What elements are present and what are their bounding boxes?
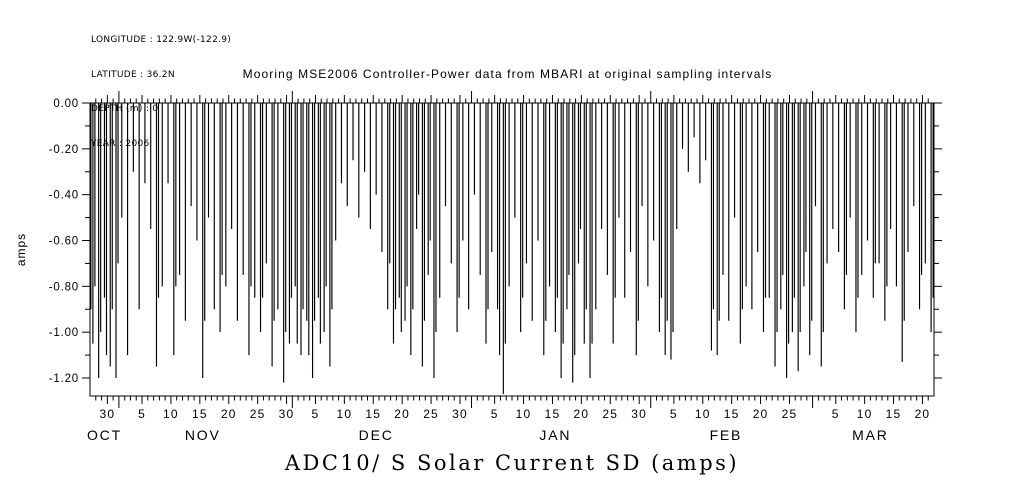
x-day-label: 15 — [545, 407, 561, 421]
y-tick-label: 0.00 — [53, 98, 79, 110]
x-day-label: 20 — [394, 407, 410, 421]
metadata-year: YEAR : 2006 — [91, 138, 150, 149]
chart-caption: ADC10/ S Solar Current SD (amps) — [284, 451, 740, 475]
y-tick-label: -1.00 — [49, 327, 79, 339]
metadata-latitude: LATITUDE : 36.2N — [91, 69, 175, 80]
x-month-label: NOV — [185, 427, 221, 443]
x-day-label: 10 — [857, 407, 873, 421]
chart-title: Mooring MSE2006 Controller-Power data fr… — [242, 67, 773, 81]
x-day-label: 15 — [724, 407, 740, 421]
x-day-label: 5 — [138, 407, 146, 421]
x-day-label: 10 — [695, 407, 711, 421]
metadata-block: LONGITUDE : 122.9W(-122.9) LATITUDE : 36… — [91, 12, 231, 173]
x-month-label: OCT — [87, 427, 122, 443]
x-day-label: 20 — [915, 407, 931, 421]
x-day-label: 25 — [250, 407, 266, 421]
x-day-label: 20 — [221, 407, 237, 421]
x-day-label: 30 — [631, 407, 647, 421]
x-day-label: 5 — [670, 407, 678, 421]
y-axis-label: amps — [14, 233, 28, 266]
x-day-label: 5 — [832, 407, 840, 421]
x-day-label: 25 — [602, 407, 618, 421]
x-day-label: 20 — [753, 407, 769, 421]
y-tick-label: -0.80 — [49, 281, 79, 293]
x-day-label: 5 — [491, 407, 499, 421]
metadata-longitude: LONGITUDE : 122.9W(-122.9) — [91, 35, 232, 45]
metadata-depth: DEPTH (m) : 0 — [91, 104, 159, 114]
y-tick-label: -0.40 — [49, 190, 79, 202]
x-month-label: FEB — [710, 427, 743, 443]
x-day-label: 20 — [573, 407, 589, 421]
x-month-label: DEC — [359, 427, 394, 443]
x-day-label: 15 — [192, 407, 208, 421]
x-day-label: 15 — [365, 407, 381, 421]
y-tick-label: -0.20 — [49, 144, 79, 156]
x-day-label: 30 — [452, 407, 468, 421]
x-day-label: 15 — [886, 407, 902, 421]
x-day-label: 10 — [336, 407, 352, 421]
x-day-label: 10 — [163, 407, 179, 421]
x-day-label: 25 — [423, 407, 439, 421]
x-month-label: MAR — [852, 427, 889, 443]
x-day-label: 5 — [312, 407, 320, 421]
x-month-label: JAN — [539, 427, 571, 443]
x-day-label: 10 — [516, 407, 532, 421]
y-tick-label: -1.20 — [49, 373, 79, 385]
x-day-label: 30 — [279, 407, 295, 421]
current-spike-series — [90, 103, 934, 395]
x-day-label: 30 — [99, 407, 115, 421]
x-day-label: 25 — [782, 407, 798, 421]
y-tick-label: -0.60 — [49, 236, 79, 248]
